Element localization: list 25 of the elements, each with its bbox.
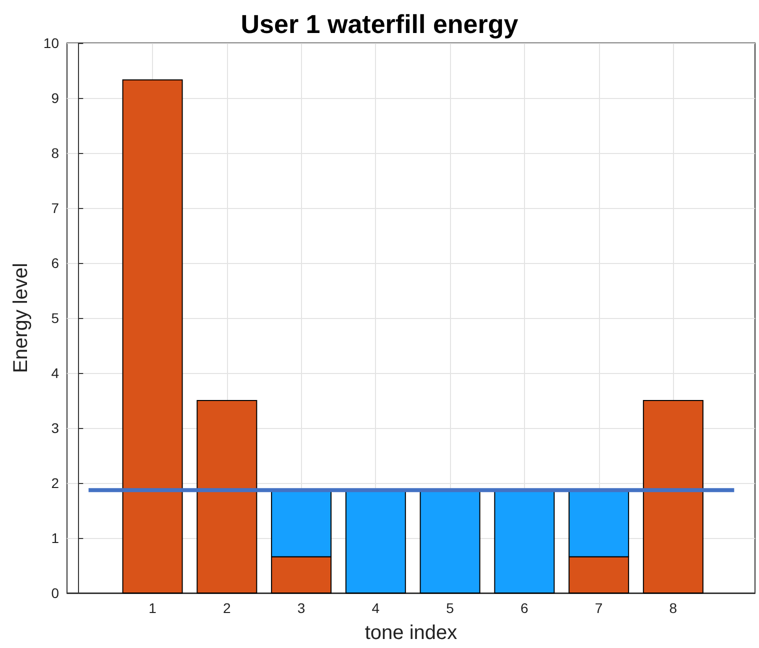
bar [122,79,183,594]
x-axis-title: tone index [364,622,458,644]
y-tick-label: 3 [51,420,60,436]
y-tick-label: 10 [43,35,60,51]
y-tick-label: 1 [51,530,60,546]
bar [196,400,258,594]
y-tick-label: 8 [51,145,60,161]
x-tick-label: 4 [372,600,380,616]
chart-title: User 1 waterfill energy [240,9,519,39]
x-tick-label: 5 [446,600,454,616]
x-tick-label: 3 [297,600,306,616]
x-tick-label: 8 [669,600,678,616]
x-tick-label: 1 [148,600,157,616]
bar [642,400,704,594]
x-tick-label: 2 [223,600,232,616]
y-tick-label: 6 [51,255,60,271]
y-tick-label: 2 [51,475,60,491]
y-tick-label: 9 [51,90,60,106]
x-tick-label: 7 [594,600,603,616]
y-tick-label: 7 [51,200,60,216]
x-tick-label: 6 [520,600,529,616]
y-axis-title: Energy level [10,262,32,374]
y-tick-label: 0 [51,585,60,601]
y-tick-label: 4 [51,365,60,381]
y-tick-label: 5 [51,310,60,326]
